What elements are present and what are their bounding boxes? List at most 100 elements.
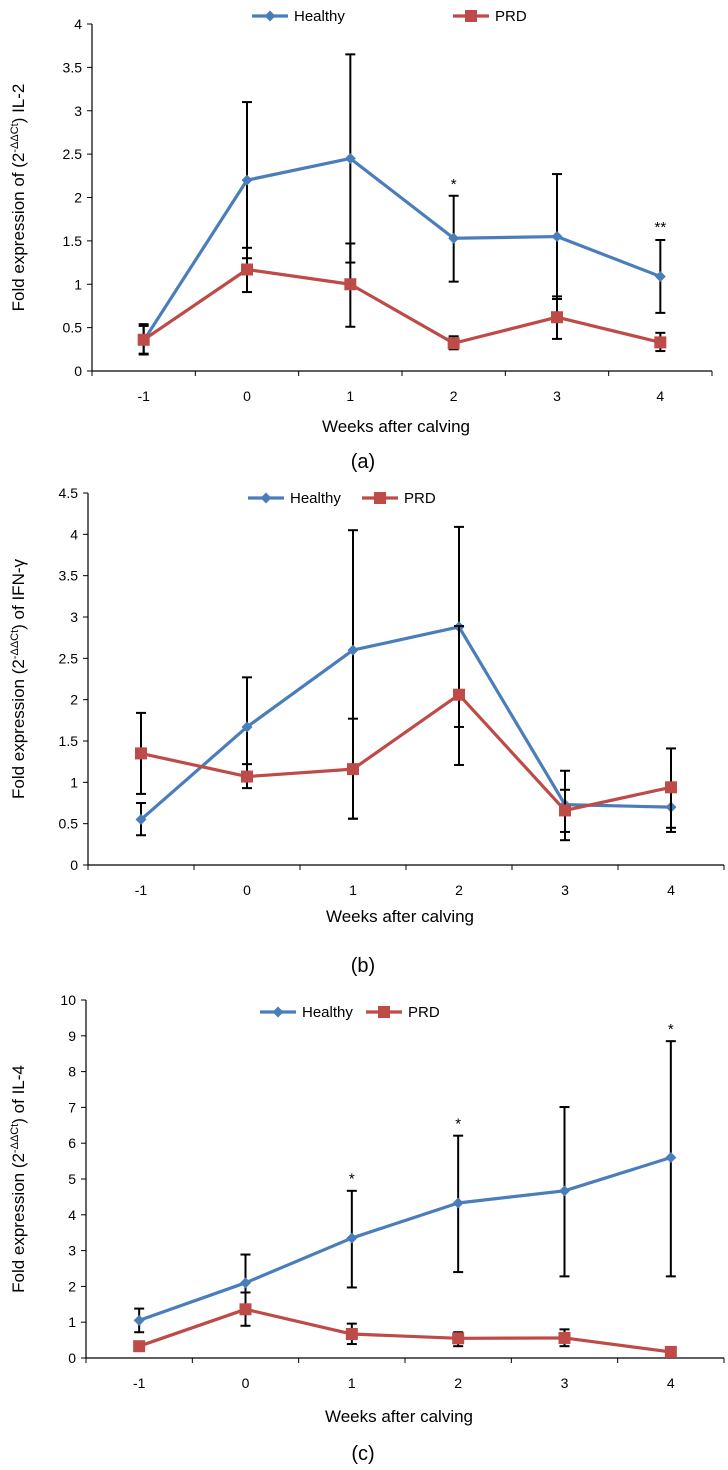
y-tick-label: 10 bbox=[60, 992, 76, 1008]
y-axis-title: Fold expression of (2-ΔΔCt) IL-2 bbox=[9, 84, 28, 312]
y-tick-label: 2.5 bbox=[63, 146, 83, 162]
data-point bbox=[133, 1314, 145, 1326]
x-tick-label: 1 bbox=[346, 388, 354, 404]
legend-label: Healthy bbox=[290, 490, 341, 507]
y-tick-label: 3 bbox=[68, 1243, 76, 1259]
series-line bbox=[140, 693, 672, 813]
x-axis-title: Weeks after calving bbox=[326, 907, 474, 926]
x-tick-label: -1 bbox=[135, 882, 148, 898]
x-tick-label: 3 bbox=[561, 882, 569, 898]
data-point bbox=[654, 336, 667, 349]
data-point bbox=[241, 263, 253, 276]
chart-panel-2: 0 0.5 1 1.5 2 2.5 3 3.5 4 4.5 -1 0 1 2 3 4 Weeks after c… bbox=[9, 485, 725, 977]
y-tick-label: 1.5 bbox=[59, 733, 79, 749]
y-tick-label: 7 bbox=[68, 1099, 76, 1115]
data-point bbox=[346, 1232, 358, 1244]
series-line bbox=[138, 1307, 672, 1354]
legend-label: Healthy bbox=[294, 8, 345, 25]
x-tick-label: 4 bbox=[656, 388, 664, 404]
y-tick-label: 1.5 bbox=[63, 233, 83, 249]
x-tick-label: 2 bbox=[450, 388, 458, 404]
legend-swatch-marker bbox=[378, 1006, 390, 1018]
series-line bbox=[138, 1155, 672, 1322]
y-tick-label: 4 bbox=[68, 1207, 76, 1223]
series-line bbox=[142, 156, 661, 342]
data-point bbox=[137, 333, 150, 346]
legend-swatch-marker bbox=[272, 1006, 284, 1018]
data-point bbox=[452, 1332, 465, 1345]
legend-label: Healthy bbox=[302, 1004, 353, 1021]
y-tick-label: 2 bbox=[68, 1278, 76, 1294]
y-axis-title-suffix: ) of IFN-γ bbox=[9, 558, 28, 629]
y-tick-label: 3 bbox=[74, 103, 82, 119]
y-tick-label: 2.5 bbox=[59, 650, 79, 666]
y-axis-title-superscript: -ΔΔCt bbox=[9, 1124, 21, 1153]
panel-label: (c) bbox=[351, 1443, 374, 1465]
data-point bbox=[241, 174, 253, 186]
data-point bbox=[559, 804, 571, 817]
x-tick-label: 0 bbox=[243, 388, 251, 404]
series-healthy bbox=[133, 1040, 677, 1334]
data-point bbox=[558, 1331, 571, 1344]
y-tick-label: 1 bbox=[68, 1314, 76, 1330]
series-prd bbox=[135, 625, 677, 842]
x-tick-label: 1 bbox=[349, 882, 357, 898]
series-line bbox=[142, 267, 661, 345]
data-point bbox=[239, 1303, 252, 1316]
chart-panel-3: 0 1 2 3 4 5 6 7 8 9 10 -1 0 1 2 3 4 Weeks after calving Fo… bbox=[9, 992, 725, 1465]
y-axis-title-prefix: Fold expression (2 bbox=[9, 1153, 28, 1293]
data-point bbox=[135, 814, 147, 826]
y-axis-title-superscript: -ΔΔCt bbox=[9, 123, 21, 152]
data-point bbox=[241, 721, 253, 733]
data-point bbox=[665, 1152, 677, 1164]
data-point bbox=[241, 770, 253, 783]
panel-label: (b) bbox=[351, 955, 375, 977]
y-tick-label: 1 bbox=[74, 276, 82, 292]
data-point bbox=[664, 1345, 677, 1358]
legend-label: PRD bbox=[495, 8, 527, 25]
series-prd bbox=[133, 1291, 677, 1358]
y-axis-title-prefix: Fold expression of (2 bbox=[9, 153, 28, 312]
y-tick-label: 3.5 bbox=[63, 59, 83, 75]
y-axis-title-suffix: ) IL-2 bbox=[9, 84, 28, 124]
x-tick-label: 2 bbox=[454, 1375, 462, 1391]
data-point bbox=[551, 231, 563, 243]
series-prd bbox=[137, 242, 667, 356]
data-point bbox=[344, 278, 357, 291]
series-healthy bbox=[138, 53, 666, 355]
y-axis-title: Fold expression (2-ΔΔCt) of IL-4 bbox=[9, 1065, 28, 1293]
x-tick-label: 3 bbox=[561, 1375, 569, 1391]
x-tick-label: -1 bbox=[133, 1375, 146, 1391]
data-point bbox=[551, 311, 563, 324]
data-point bbox=[654, 270, 666, 282]
y-tick-label: 0.5 bbox=[63, 320, 83, 336]
y-axis-title-suffix: ) of IL-4 bbox=[9, 1065, 28, 1124]
legend-swatch-marker bbox=[264, 10, 276, 22]
significance-marker: * bbox=[349, 1171, 355, 1188]
y-tick-label: 2 bbox=[74, 190, 82, 206]
significance-marker: * bbox=[668, 1021, 674, 1038]
data-point bbox=[345, 1328, 358, 1341]
y-tick-label: 5 bbox=[68, 1171, 76, 1187]
data-point bbox=[559, 1185, 570, 1197]
y-tick-label: 6 bbox=[68, 1135, 76, 1151]
x-tick-label: 0 bbox=[243, 882, 251, 898]
data-point bbox=[344, 152, 356, 164]
legend-swatch-marker bbox=[374, 492, 386, 504]
y-tick-label: 4 bbox=[70, 526, 78, 542]
data-point bbox=[347, 644, 359, 656]
chart-panel-1: 0 0.5 1 1.5 2 2.5 3 3.5 4 -1 0 1 2 3 4 Weeks after calv… bbox=[9, 8, 713, 473]
data-point bbox=[133, 1340, 146, 1353]
panel-label: (a) bbox=[351, 451, 375, 473]
y-tick-label: 9 bbox=[68, 1028, 76, 1044]
x-tick-label: 4 bbox=[667, 882, 675, 898]
y-tick-label: 0 bbox=[74, 363, 82, 379]
y-tick-label: 3 bbox=[70, 609, 78, 625]
series-healthy bbox=[135, 525, 677, 837]
y-tick-label: 0 bbox=[70, 857, 78, 873]
y-tick-label: 3.5 bbox=[59, 568, 79, 584]
data-point bbox=[665, 781, 677, 794]
significance-marker: ** bbox=[654, 219, 666, 236]
y-tick-label: 4.5 bbox=[59, 485, 79, 501]
